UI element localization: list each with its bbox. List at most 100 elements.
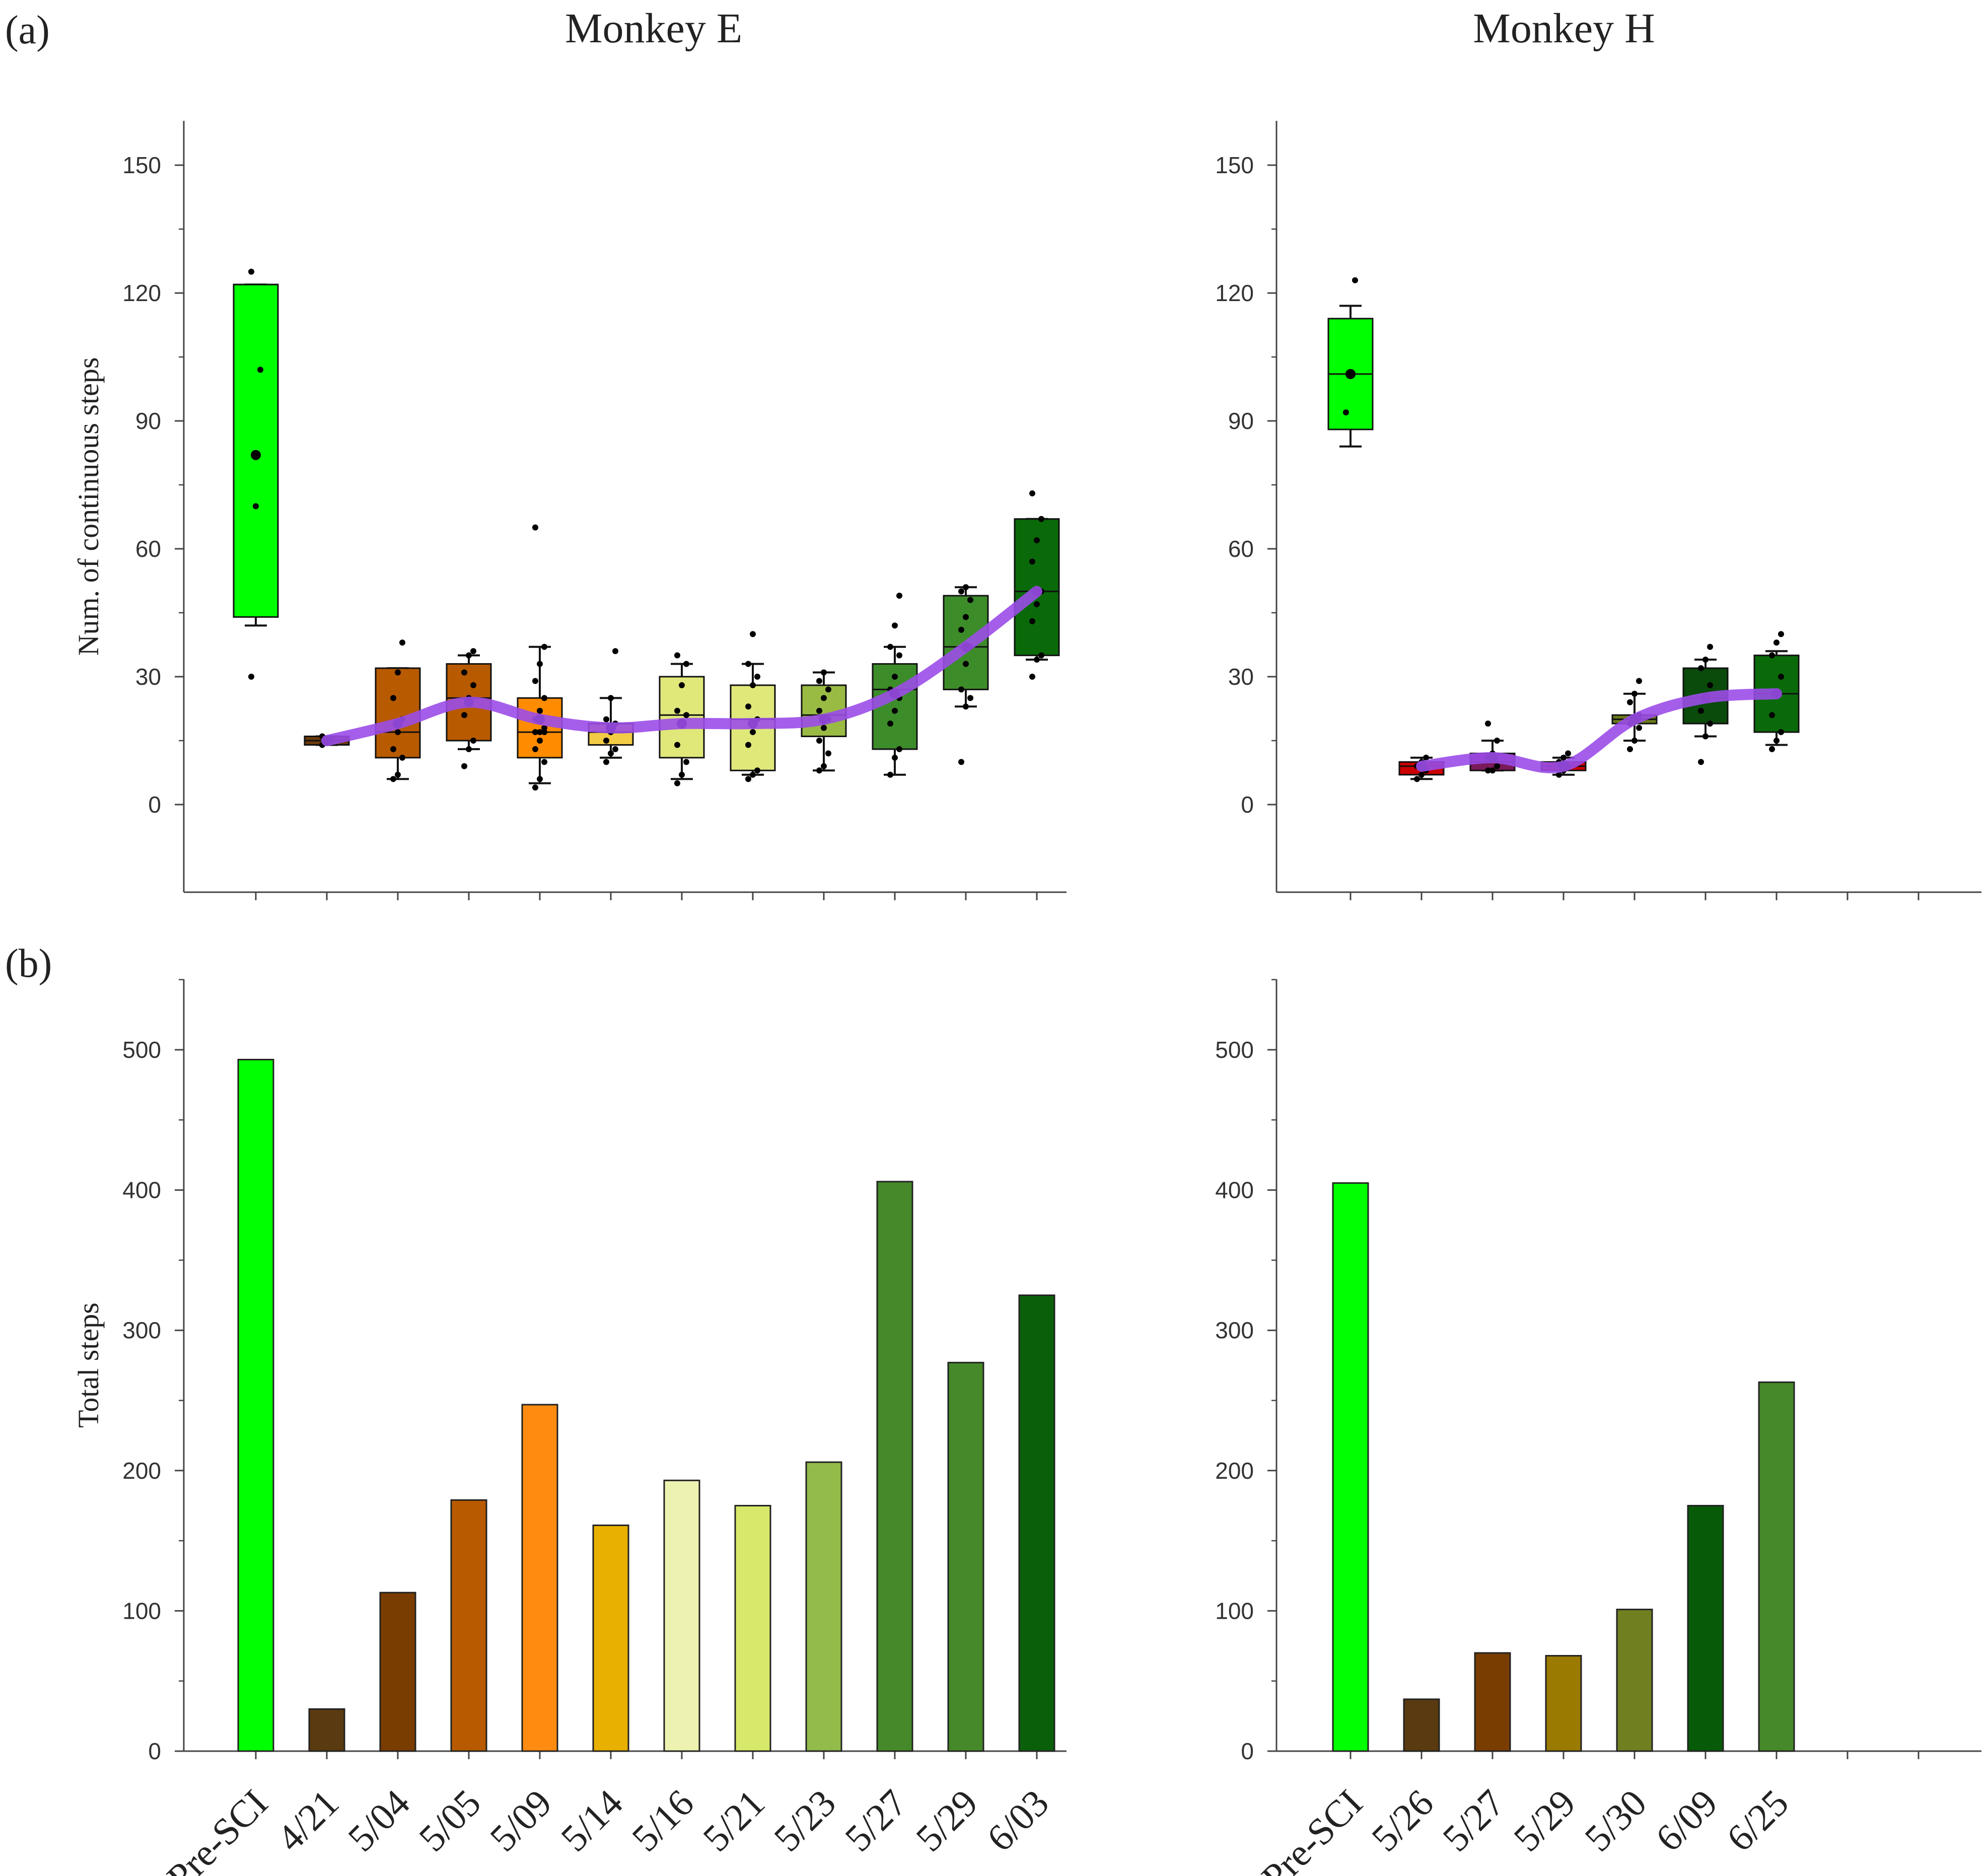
data-point bbox=[821, 763, 827, 769]
data-point bbox=[1707, 720, 1713, 727]
data-point bbox=[1636, 678, 1642, 684]
data-point bbox=[1034, 537, 1040, 544]
data-point bbox=[683, 712, 689, 718]
x-tick-label: 5/27 bbox=[837, 1782, 915, 1860]
data-point bbox=[395, 669, 401, 676]
data-point bbox=[1769, 712, 1775, 718]
data-point bbox=[750, 771, 756, 778]
data-point bbox=[603, 716, 609, 723]
data-point bbox=[754, 674, 760, 680]
y-tick-label: 400 bbox=[1215, 1177, 1254, 1203]
data-point bbox=[532, 524, 538, 531]
data-point bbox=[1029, 558, 1035, 565]
x-tick-label: Pre-SCI bbox=[1253, 1782, 1371, 1876]
y-axis-label: Num. of continuous steps bbox=[72, 357, 105, 656]
trend-line bbox=[321, 586, 1042, 746]
data-point bbox=[958, 686, 964, 693]
data-point bbox=[967, 597, 973, 603]
bar-5/21 bbox=[734, 1504, 771, 1752]
x-tick-label: 6/25 bbox=[1719, 1782, 1797, 1860]
data-point bbox=[612, 746, 618, 752]
data-point bbox=[470, 648, 476, 655]
bar-6/25 bbox=[1758, 1381, 1795, 1752]
bar-5/29 bbox=[947, 1361, 984, 1752]
data-point bbox=[745, 742, 751, 748]
data-point bbox=[892, 674, 898, 680]
x-tick-label: 5/14 bbox=[553, 1782, 631, 1860]
x-tick-label: 5/27 bbox=[1435, 1782, 1513, 1860]
data-point bbox=[958, 626, 964, 633]
data-point bbox=[892, 707, 898, 714]
data-point bbox=[603, 738, 609, 744]
y-tick-label: 500 bbox=[122, 1037, 161, 1063]
title-monkey-h: Monkey H bbox=[1473, 5, 1655, 52]
data-point bbox=[816, 767, 822, 774]
data-point bbox=[1702, 657, 1709, 663]
data-point bbox=[1485, 767, 1491, 774]
box-5/27 bbox=[1469, 720, 1516, 774]
x-tick-label: 5/30 bbox=[1577, 1782, 1655, 1860]
x-tick-label: 4/21 bbox=[269, 1782, 347, 1860]
data-point bbox=[1707, 682, 1713, 688]
data-point bbox=[537, 729, 543, 736]
y-tick-label: 30 bbox=[135, 664, 161, 690]
bar-Pre-SCI bbox=[1332, 1182, 1369, 1752]
data-point bbox=[674, 652, 680, 659]
data-point bbox=[821, 669, 827, 676]
data-point bbox=[1627, 699, 1633, 705]
data-point bbox=[745, 661, 751, 667]
x-tick-label: 5/16 bbox=[624, 1782, 702, 1860]
data-point bbox=[390, 776, 396, 782]
y-tick-label: 300 bbox=[1215, 1317, 1254, 1343]
data-point bbox=[1423, 754, 1429, 761]
data-point bbox=[1778, 729, 1784, 736]
data-point bbox=[887, 643, 893, 650]
data-point bbox=[683, 661, 689, 667]
y-tick-label: 300 bbox=[122, 1317, 161, 1343]
data-point bbox=[1485, 720, 1491, 727]
x-tick-label: 5/04 bbox=[340, 1782, 418, 1860]
data-point bbox=[1034, 601, 1040, 608]
data-point bbox=[390, 695, 396, 701]
data-point bbox=[541, 695, 547, 701]
data-point bbox=[1038, 516, 1044, 522]
data-point bbox=[750, 682, 756, 688]
box-Pre-SCI bbox=[233, 268, 279, 680]
data-point bbox=[887, 771, 893, 778]
mean-point bbox=[1345, 369, 1356, 379]
data-point bbox=[395, 729, 401, 736]
data-point bbox=[532, 784, 538, 791]
x-tick-label: 6/09 bbox=[1648, 1782, 1726, 1860]
data-point bbox=[603, 759, 609, 765]
y-tick-label: 200 bbox=[1215, 1458, 1254, 1484]
y-tick-label: 60 bbox=[135, 536, 161, 562]
bar-6/03 bbox=[1018, 1294, 1055, 1752]
x-tick-label: 6/03 bbox=[979, 1782, 1057, 1860]
y-tick-label: 200 bbox=[122, 1458, 161, 1484]
data-point bbox=[541, 643, 547, 650]
box-5/21 bbox=[730, 631, 776, 782]
data-point bbox=[1489, 767, 1496, 774]
data-point bbox=[461, 712, 467, 718]
bar-5/27 bbox=[1474, 1652, 1511, 1752]
data-point bbox=[674, 780, 680, 786]
data-point bbox=[537, 661, 543, 667]
data-point bbox=[1038, 652, 1044, 659]
data-point bbox=[608, 750, 614, 757]
data-point bbox=[399, 639, 405, 646]
data-point bbox=[754, 767, 760, 774]
data-point bbox=[679, 682, 685, 688]
data-point bbox=[1029, 618, 1035, 624]
panel-a-label: (a) bbox=[5, 8, 50, 52]
data-point bbox=[532, 729, 538, 736]
bar-6/09 bbox=[1687, 1504, 1724, 1752]
monkey-h-total-steps-chart: 0100200300400500Pre-SCI5/265/275/295/306… bbox=[1215, 979, 1981, 1876]
y-tick-label: 0 bbox=[148, 1738, 161, 1764]
bar-5/14 bbox=[592, 1524, 629, 1752]
data-point bbox=[963, 584, 969, 591]
data-point bbox=[1494, 738, 1500, 744]
data-point bbox=[1414, 776, 1420, 782]
data-point bbox=[750, 631, 756, 637]
data-point bbox=[1029, 490, 1035, 496]
y-tick-label: 150 bbox=[1215, 152, 1254, 178]
